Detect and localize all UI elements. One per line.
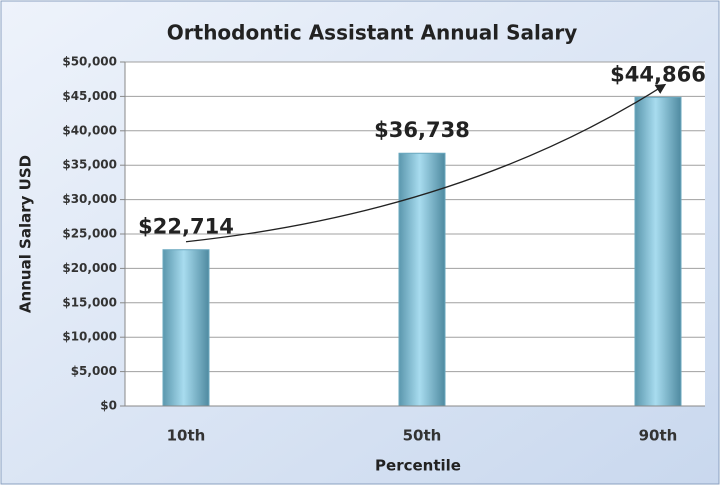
y-tick-label: $35,000 (62, 158, 117, 172)
y-tick-label: $45,000 (62, 89, 117, 103)
x-tick-label: 10th (167, 427, 206, 445)
value-label: $22,714 (138, 215, 234, 239)
y-tick-label: $40,000 (62, 123, 117, 137)
trend-line (185, 83, 667, 243)
bar (634, 96, 682, 407)
y-tick-label: $25,000 (62, 227, 117, 241)
x-tick-label: 50th (403, 427, 442, 445)
value-label: $44,866 (610, 62, 706, 86)
y-tick-label: $0 (100, 399, 117, 413)
x-axis-title: Percentile (375, 457, 461, 475)
bar (398, 152, 446, 407)
y-tick-label: $20,000 (62, 261, 117, 275)
y-tick-label: $30,000 (62, 192, 117, 206)
bar (162, 249, 210, 407)
chart-title: Orthodontic Assistant Annual Salary (167, 21, 577, 45)
y-tick-label: $10,000 (62, 330, 117, 344)
y-tick-label: $50,000 (62, 55, 117, 69)
value-label: $36,738 (374, 118, 470, 142)
y-axis-title: Annual Salary USD (17, 155, 35, 313)
y-tick-label: $5,000 (71, 364, 117, 378)
y-tick-label: $15,000 (62, 295, 117, 309)
x-tick-label: 90th (639, 427, 678, 445)
